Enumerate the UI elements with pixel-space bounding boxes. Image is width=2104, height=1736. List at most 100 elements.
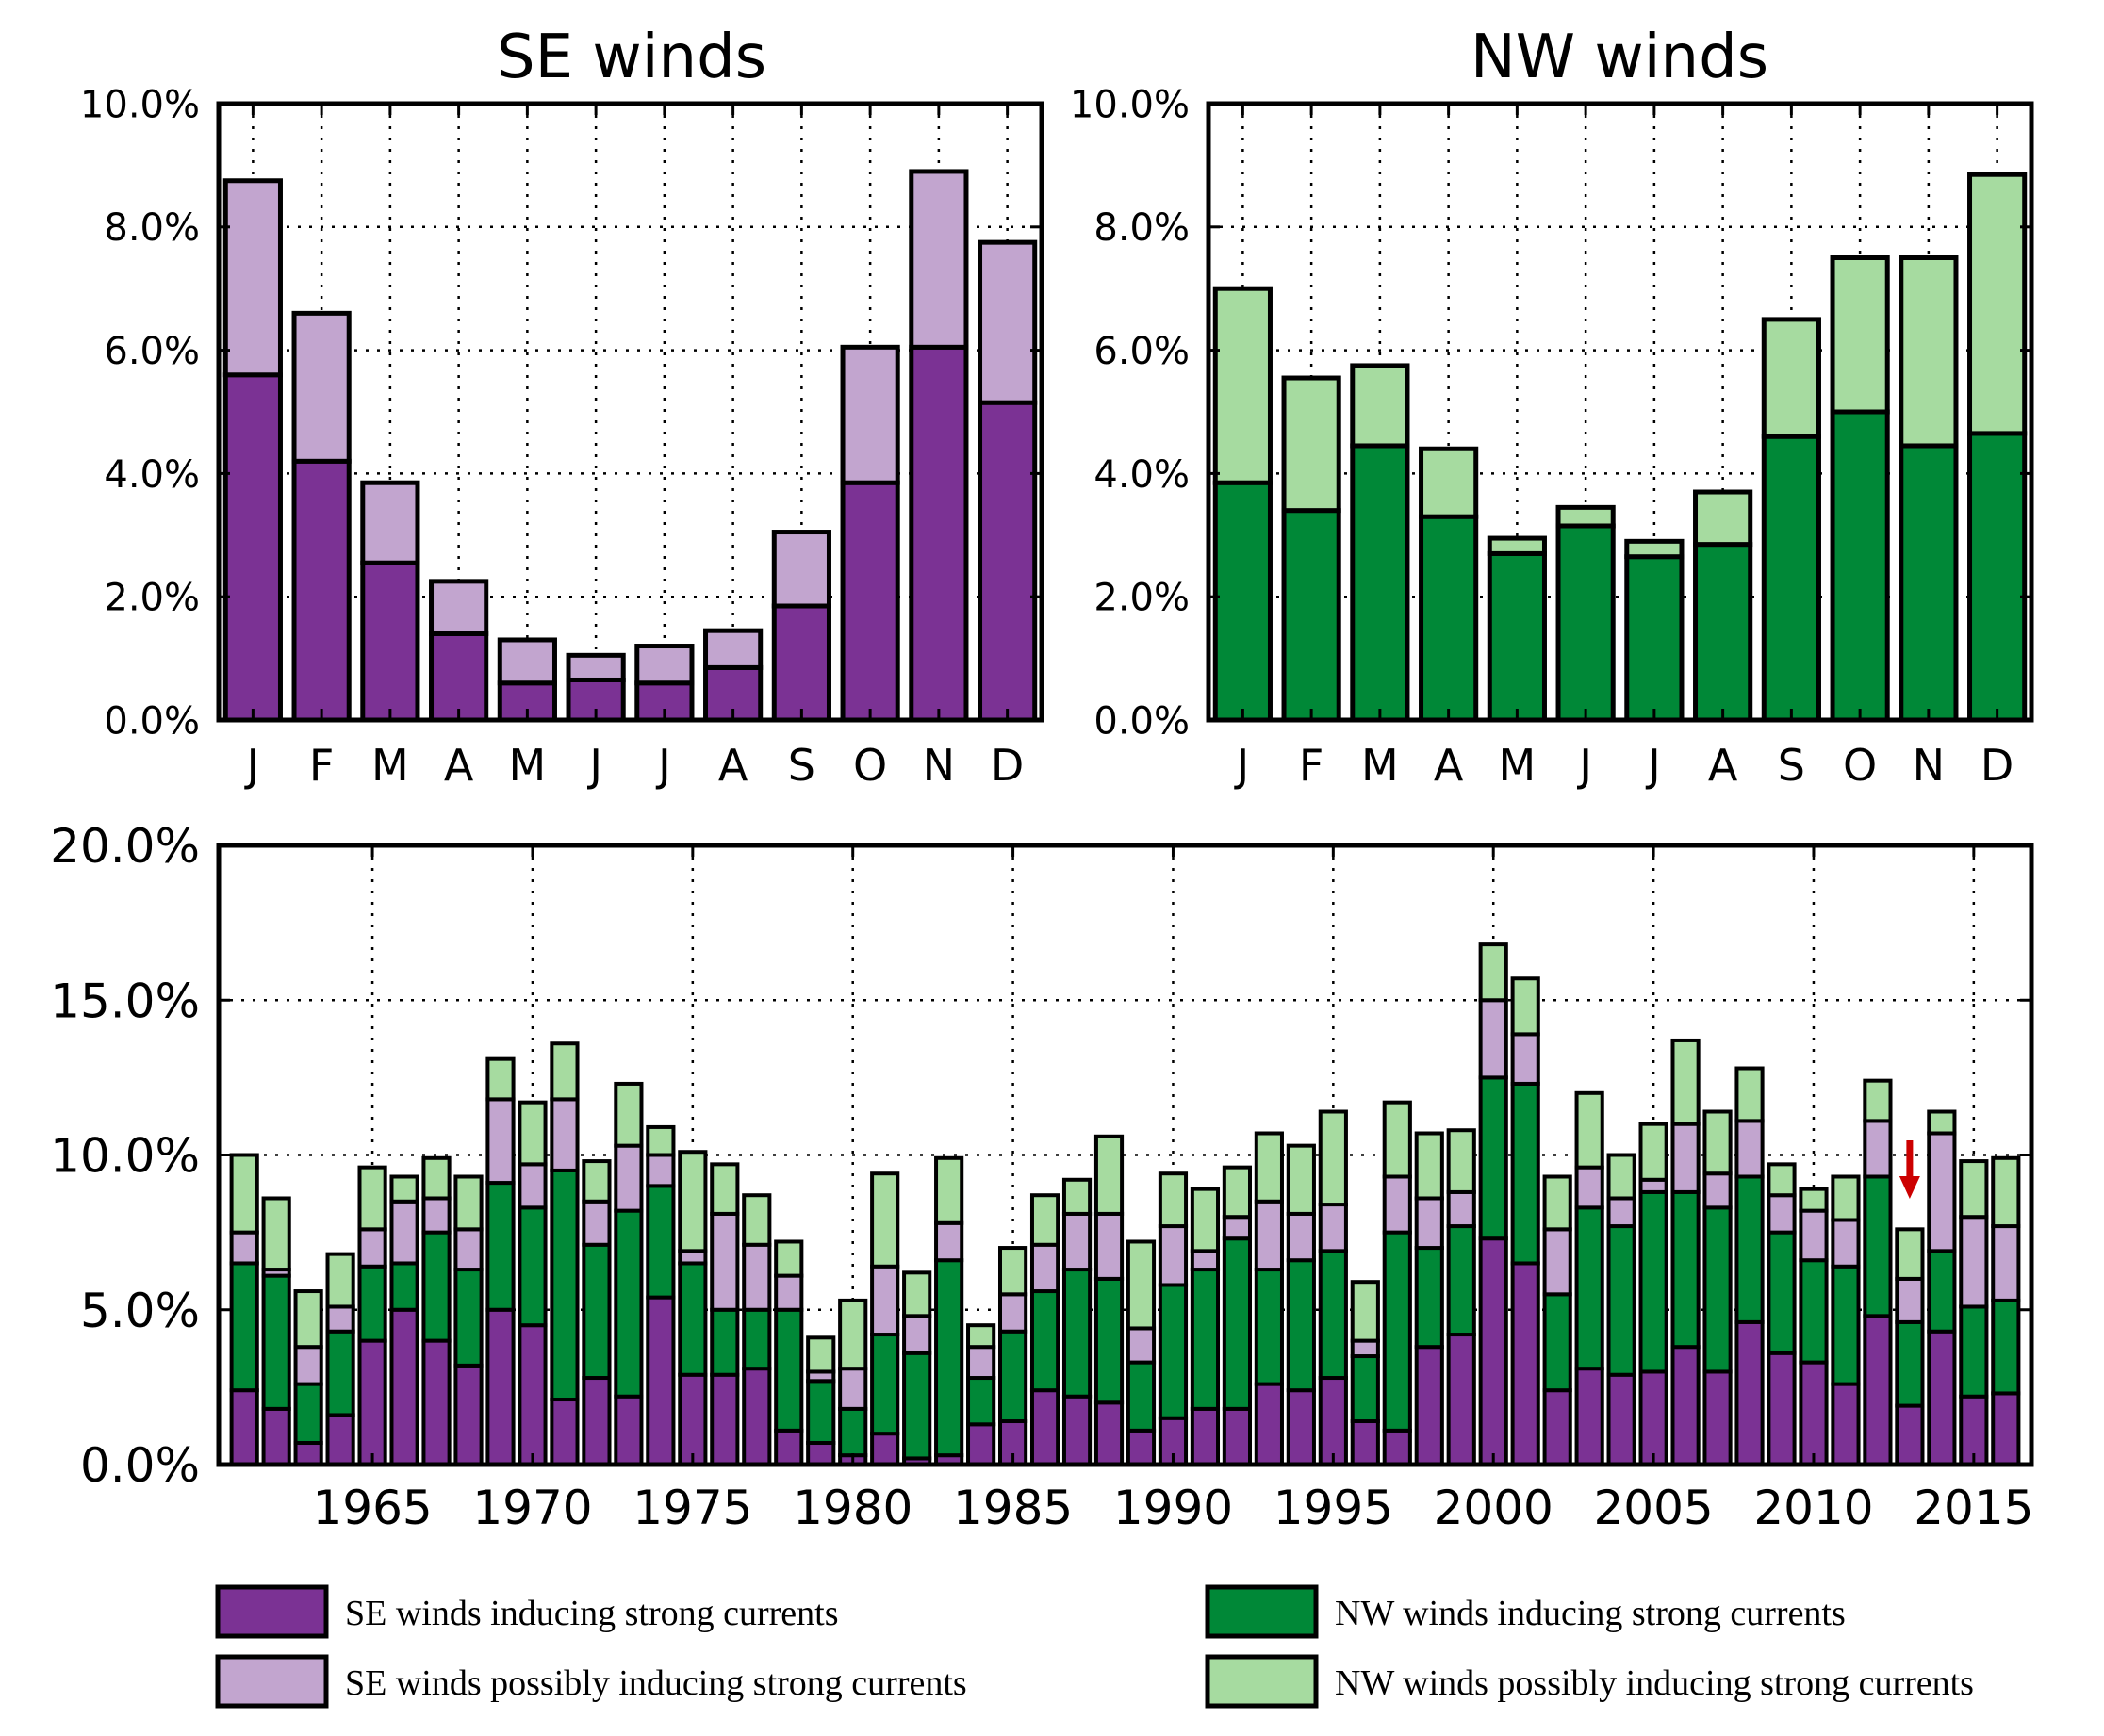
bar-se-possible-2008	[1734, 1119, 1765, 1179]
bar-se-possible-2001	[1510, 1032, 1540, 1086]
x-tick-label: 2010	[1753, 1481, 1873, 1535]
bar-nw-possible-1995	[1318, 1109, 1348, 1207]
bar-nw-strong-1971	[550, 1168, 580, 1402]
bar-se-strong-2007	[1702, 1369, 1733, 1466]
bar-nw-strong-2015	[1959, 1304, 1989, 1399]
bar-nw-possible-1966	[389, 1174, 419, 1204]
bar-nw-possible-1975	[678, 1150, 708, 1253]
y-tick-label: 2.0%	[1093, 577, 1190, 620]
bar-se-possible-1998	[1414, 1196, 1444, 1251]
x-tick-label: A	[1434, 740, 1464, 791]
bar-strong-11	[1899, 443, 1959, 723]
bar-nw-possible-1987	[1061, 1177, 1093, 1216]
bar-strong-1	[1212, 480, 1273, 723]
bar-nw-strong-1991	[1190, 1268, 1221, 1411]
bar-nw-strong-2002	[1542, 1292, 1572, 1393]
bar-nw-possible-1965	[357, 1165, 387, 1232]
bar-se-strong-1995	[1318, 1376, 1348, 1467]
x-tick-label: M	[1499, 740, 1537, 791]
bar-se-strong-1988	[1093, 1400, 1125, 1467]
bar-se-strong-2011	[1831, 1382, 1861, 1466]
bar-se-possible-1963	[293, 1345, 323, 1386]
bar-se-strong-1962	[261, 1406, 291, 1466]
bar-nw-strong-2001	[1510, 1081, 1540, 1266]
bar-nw-possible-1986	[1029, 1193, 1060, 1247]
bar-se-possible-1987	[1061, 1211, 1093, 1272]
bar-se-possible-2011	[1831, 1218, 1861, 1269]
bar-se-possible-1990	[1158, 1224, 1189, 1287]
se-monthly-title: SE winds	[497, 23, 766, 92]
bar-se-strong-1963	[293, 1441, 323, 1467]
x-tick-label: A	[1708, 740, 1738, 791]
bar-possible-6	[566, 652, 626, 682]
bar-strong-2	[1281, 508, 1341, 723]
bar-nw-strong-1965	[357, 1264, 387, 1343]
legend-label-se-possible: SE winds possibly inducing strong curren…	[345, 1663, 967, 1703]
bar-se-possible-1992	[1222, 1215, 1253, 1241]
bar-se-possible-1993	[1254, 1199, 1284, 1272]
bar-nw-possible-1967	[421, 1155, 452, 1201]
bar-nw-possible-2014	[1927, 1109, 1957, 1136]
bar-nw-strong-1994	[1286, 1258, 1316, 1393]
bar-se-strong-1994	[1286, 1388, 1316, 1467]
bar-nw-strong-1963	[293, 1382, 323, 1446]
bar-se-strong-1976	[710, 1372, 740, 1466]
bar-nw-strong-1977	[742, 1307, 772, 1371]
bar-possible-9	[771, 530, 831, 609]
bar-se-strong-1999	[1446, 1333, 1476, 1467]
bar-nw-strong-1962	[261, 1273, 291, 1411]
bar-se-strong-1972	[582, 1376, 612, 1467]
bar-se-strong-1961	[229, 1388, 259, 1467]
bar-nw-strong-1967	[421, 1230, 452, 1343]
x-tick-label: J	[1645, 740, 1661, 791]
bar-nw-strong-1964	[325, 1329, 355, 1417]
bar-se-strong-2005	[1638, 1369, 1668, 1466]
bar-possible-2	[1281, 375, 1341, 514]
bar-se-possible-1994	[1286, 1211, 1316, 1263]
bar-nw-strong-1969	[485, 1181, 516, 1312]
bar-possible-12	[978, 239, 1038, 405]
legend-swatch-se-strong	[215, 1584, 329, 1639]
bar-se-possible-1964	[325, 1304, 355, 1334]
x-tick-label: O	[853, 740, 887, 791]
x-tick-label: 1995	[1274, 1481, 1393, 1535]
bar-possible-8	[1693, 489, 1753, 548]
bar-se-possible-1984	[966, 1345, 996, 1381]
bar-nw-possible-1978	[774, 1239, 804, 1278]
bar-se-possible-1961	[229, 1230, 259, 1266]
bar-nw-strong-1979	[806, 1379, 836, 1446]
bar-se-strong-2014	[1927, 1329, 1957, 1466]
bar-nw-strong-2012	[1863, 1174, 1893, 1318]
bar-nw-strong-2005	[1638, 1189, 1668, 1374]
nw-monthly-ticks: 0.0%2.0%4.0%6.0%8.0%10.0%J F M A M J J A S O N D	[1070, 83, 2031, 791]
bar-nw-possible-1980	[838, 1298, 868, 1371]
bar-se-possible-1976	[710, 1211, 740, 1312]
bar-nw-possible-1971	[550, 1041, 580, 1102]
bar-nw-strong-2013	[1895, 1319, 1925, 1408]
bar-se-possible-2012	[1863, 1119, 1893, 1179]
bar-nw-strong-2010	[1799, 1258, 1829, 1365]
bar-se-possible-2006	[1670, 1122, 1701, 1194]
x-tick-label: 1965	[312, 1481, 432, 1535]
bar-se-possible-1983	[934, 1220, 964, 1263]
bar-se-strong-1968	[453, 1363, 484, 1467]
bar-possible-7	[634, 644, 695, 686]
arrow-head	[1899, 1176, 1920, 1199]
y-tick-label: 8.0%	[104, 206, 200, 250]
legend-swatch-nw-strong	[1205, 1584, 1319, 1639]
bar-nw-strong-1973	[614, 1208, 644, 1399]
bar-nw-possible-1989	[1126, 1239, 1157, 1331]
bar-se-strong-1966	[389, 1307, 419, 1466]
bar-se-possible-1968	[453, 1227, 484, 1272]
bar-nw-possible-1983	[934, 1155, 964, 1225]
bar-nw-possible-1984	[966, 1323, 996, 1350]
x-tick-label: M	[509, 740, 547, 791]
bar-nw-possible-1974	[646, 1124, 676, 1157]
bar-nw-strong-1984	[966, 1376, 996, 1427]
bar-nw-possible-1963	[293, 1289, 323, 1350]
legend-label-nw-strong: NW winds inducing strong currents	[1335, 1594, 1846, 1633]
x-tick-label: J	[586, 740, 602, 791]
bar-se-possible-2015	[1959, 1215, 1989, 1309]
bar-possible-11	[1899, 255, 1959, 449]
